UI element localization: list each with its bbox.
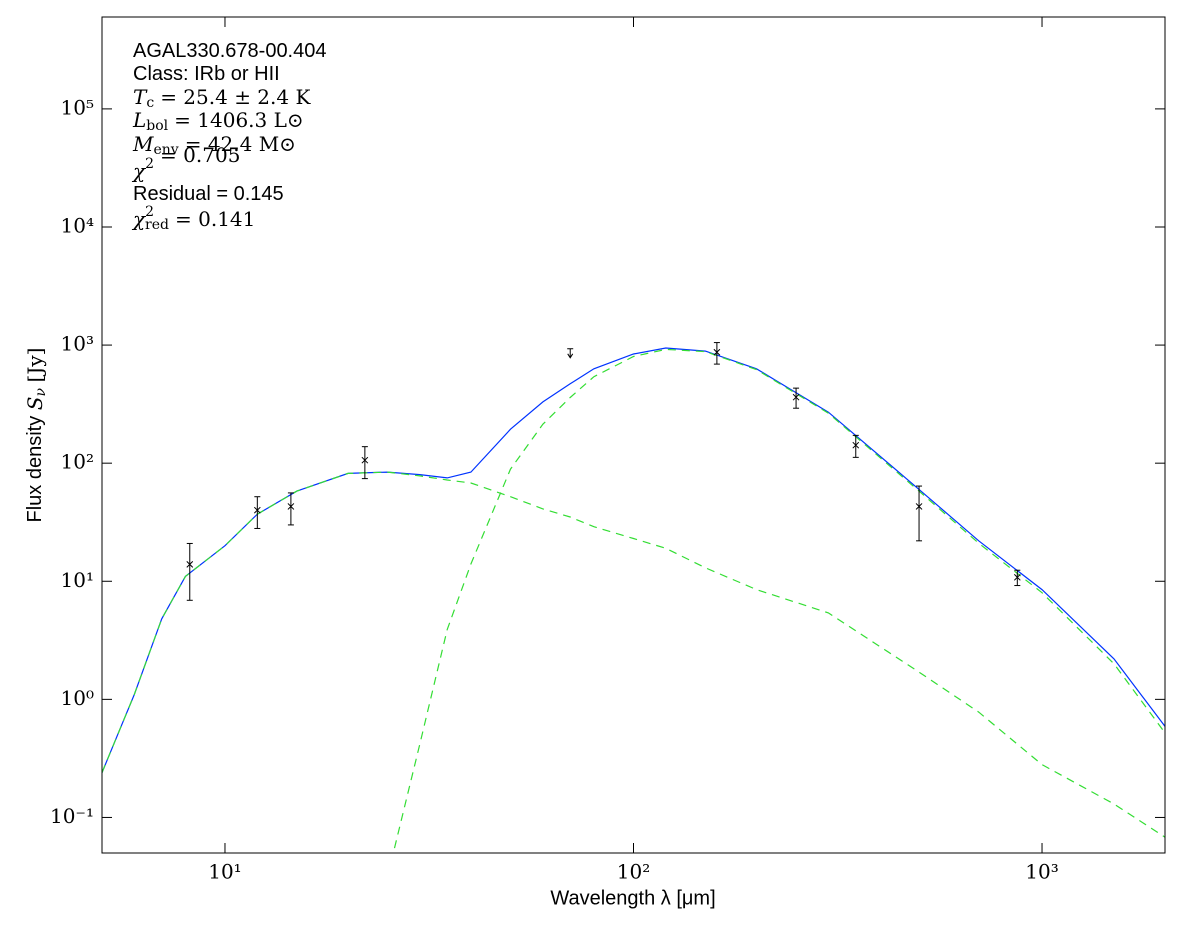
plot-area <box>102 342 1165 849</box>
annotation-symbol: T <box>133 85 148 109</box>
annotation: Residual = 0.145 <box>133 183 284 205</box>
data-point <box>253 506 261 514</box>
annotation-rest: = 0.705 <box>160 143 240 167</box>
y-tick-label: 10⁵ <box>61 95 94 119</box>
component-curve <box>102 471 1165 838</box>
x-tick-label: 10¹ <box>208 860 241 884</box>
data-point <box>915 503 923 510</box>
annotation-sub: bol <box>146 118 168 134</box>
annotation-sub: env <box>153 142 178 158</box>
annotation: χ2 = 0.705 <box>131 143 240 183</box>
annotation-rest: = 42.4 M⊙ <box>185 132 296 156</box>
annotation: χ2 red = 0.141 <box>131 204 255 233</box>
annotation: Tc = 25.4 ± 2.4 K <box>133 85 311 112</box>
x-axis-label: Wavelength λ [μm] <box>550 887 715 909</box>
x-tick-label: 10³ <box>1025 860 1058 884</box>
annotation-sup: 2 <box>145 204 154 220</box>
data-point <box>361 456 369 464</box>
y-axis-label-sub: ν <box>33 388 49 397</box>
annotation-rest: = 25.4 ± 2.4 K <box>160 85 311 109</box>
annotation: Menv = 42.4 M⊙ <box>132 132 296 159</box>
y-axis-label: Flux density Sν [Jy] <box>23 348 52 523</box>
y-tick-label: 10³ <box>61 332 94 356</box>
annotation-rest: = 0.141 <box>175 207 255 231</box>
y-tick-label: 10⁻¹ <box>50 804 94 828</box>
x-tick-label: 10² <box>617 860 650 884</box>
y-tick-label: 10⁰ <box>61 686 94 710</box>
upper-limit <box>567 348 574 359</box>
data-point <box>287 503 295 510</box>
annotation: Class: IRb or HII <box>133 63 280 85</box>
y-tick-label: 10⁴ <box>61 213 94 237</box>
data-point <box>792 393 800 401</box>
annotation-text: Residual = 0.145 <box>133 183 284 205</box>
annotation-sub: c <box>146 95 154 111</box>
annotation-sup: 2 <box>145 156 154 172</box>
annotation: Lbol = 1406.3 L⊙ <box>132 108 304 135</box>
annotation-rest: = 1406.3 L⊙ <box>174 108 304 132</box>
annotation: AGAL330.678-00.404 <box>133 40 327 62</box>
y-axis-label-text: Flux density <box>24 416 46 523</box>
data-point <box>852 441 860 449</box>
annotation-text: AGAL330.678-00.404 <box>133 40 327 62</box>
annotation-symbol: M <box>132 132 154 156</box>
annotation-symbol: L <box>132 108 146 132</box>
component-curve <box>393 348 1165 849</box>
annotation-symbol: χ <box>131 159 147 183</box>
data-point <box>186 561 194 568</box>
annotation-text: Class: IRb or HII <box>133 63 280 85</box>
annotation-sub: red <box>145 217 169 233</box>
y-tick-label: 10¹ <box>61 568 94 592</box>
y-tick-label: 10² <box>61 450 94 474</box>
y-axis-label-unit: [Jy] <box>23 348 47 383</box>
data-point <box>1013 573 1021 581</box>
y-axis-label-symbol: S <box>23 397 47 411</box>
annotation-symbol: χ <box>131 207 147 231</box>
data-point <box>713 348 721 356</box>
